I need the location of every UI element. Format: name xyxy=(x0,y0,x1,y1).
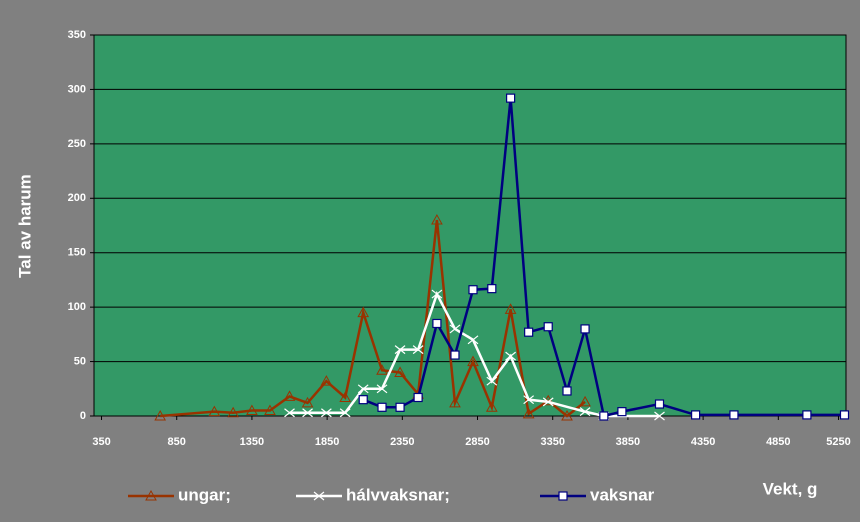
marker xyxy=(542,397,554,407)
marker xyxy=(394,345,406,355)
marker xyxy=(487,284,497,294)
marker xyxy=(339,391,352,402)
marker xyxy=(485,401,498,412)
series-line xyxy=(289,290,660,418)
marker xyxy=(376,384,388,394)
marker xyxy=(413,392,423,403)
marker xyxy=(505,351,516,361)
x-tick-label: 2850 xyxy=(465,436,489,448)
series-line xyxy=(362,98,845,418)
marker xyxy=(301,396,314,408)
marker xyxy=(145,489,157,501)
marker xyxy=(376,364,388,375)
marker xyxy=(154,409,167,421)
marker xyxy=(320,375,333,386)
marker xyxy=(599,411,609,421)
marker xyxy=(543,322,553,332)
y-tick-label: 250 xyxy=(68,138,86,150)
marker xyxy=(486,376,498,386)
marker xyxy=(506,93,516,103)
marker xyxy=(654,399,665,409)
marker xyxy=(729,410,739,420)
marker xyxy=(377,402,387,412)
marker xyxy=(264,404,276,416)
x-tick-label: 4850 xyxy=(766,436,790,448)
plot-area xyxy=(93,34,847,417)
marker xyxy=(449,324,461,334)
marker xyxy=(358,395,368,405)
y-tick-label: 150 xyxy=(68,247,86,259)
marker xyxy=(320,408,332,418)
marker xyxy=(431,289,443,299)
marker xyxy=(579,395,591,407)
marker xyxy=(467,335,479,345)
marker xyxy=(394,366,406,377)
marker xyxy=(313,491,325,501)
marker xyxy=(449,396,461,408)
legend-label: ungar; xyxy=(178,485,231,504)
marker xyxy=(302,408,313,418)
marker xyxy=(523,395,535,405)
marker xyxy=(431,214,443,225)
marker xyxy=(412,345,424,355)
x-tick-label: 850 xyxy=(168,436,186,448)
x-tick-label: 2350 xyxy=(390,436,414,448)
x-axis-label: Vekt, g xyxy=(763,479,818,498)
marker xyxy=(558,491,568,501)
marker xyxy=(504,303,517,314)
x-tick-label: 4350 xyxy=(691,436,715,448)
marker xyxy=(524,327,534,337)
y-tick-label: 0 xyxy=(80,410,86,422)
marker xyxy=(283,390,296,401)
x-tick-label: 5250 xyxy=(826,436,850,448)
y-tick-label: 50 xyxy=(74,355,86,367)
marker xyxy=(208,405,221,417)
y-tick-label: 200 xyxy=(68,192,86,204)
x-tick-label: 3350 xyxy=(540,436,564,448)
x-tick-label: 3850 xyxy=(616,436,640,448)
marker xyxy=(357,384,369,394)
y-tick-label: 100 xyxy=(68,301,86,313)
x-tick-label: 350 xyxy=(92,436,110,448)
marker xyxy=(339,408,351,418)
marker xyxy=(617,407,627,417)
x-tick-label: 1850 xyxy=(315,436,339,448)
marker xyxy=(227,406,239,418)
marker xyxy=(690,410,701,420)
marker xyxy=(561,409,573,421)
legend-label: vaksnar xyxy=(590,485,655,504)
marker xyxy=(432,318,442,329)
marker xyxy=(395,402,405,412)
marker xyxy=(468,285,478,295)
marker xyxy=(562,386,572,396)
marker xyxy=(522,407,535,419)
marker xyxy=(467,355,479,367)
x-tick-label: 1350 xyxy=(240,436,264,448)
y-axis-label: Tal av harum xyxy=(15,174,34,278)
marker xyxy=(802,410,812,420)
marker xyxy=(839,410,850,420)
marker xyxy=(284,408,295,418)
marker xyxy=(654,411,665,421)
y-tick-label: 300 xyxy=(68,83,86,95)
marker xyxy=(246,404,258,416)
y-tick-label: 350 xyxy=(68,29,86,41)
marker xyxy=(450,350,460,360)
marker xyxy=(357,306,370,318)
legend-label: hálvvaksnar; xyxy=(346,485,450,504)
marker xyxy=(579,407,591,417)
marker xyxy=(580,324,590,334)
